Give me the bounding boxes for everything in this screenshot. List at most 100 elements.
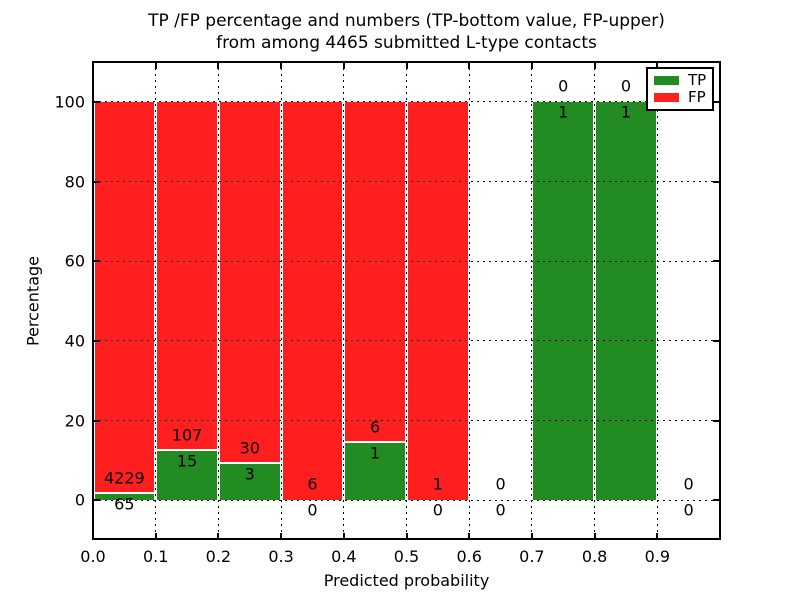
fp-count-label-bin5: 1 — [432, 474, 443, 494]
xtick-top-0 — [92, 63, 94, 69]
ytick-left-40 — [94, 339, 100, 342]
xtick-label-0.6: 0.6 — [456, 547, 482, 566]
tp-count-label-bin9: 0 — [683, 500, 694, 520]
xtick-bottom-1 — [154, 533, 157, 539]
xtick-label-0.4: 0.4 — [331, 547, 357, 566]
tp-count-label-bin2: 3 — [244, 464, 255, 484]
chart-title-line1: TP /FP percentage and numbers (TP-bottom… — [148, 11, 665, 31]
xtick-bottom-2 — [217, 533, 220, 539]
tp-swatch-icon — [654, 75, 679, 85]
tp-bar-bin1 — [157, 451, 217, 501]
fp-count-label-bin7: 0 — [558, 76, 569, 96]
tp-count-label-bin3: 0 — [307, 500, 318, 520]
xtick-bottom-9 — [656, 533, 659, 539]
xtick-bottom-5 — [405, 533, 408, 539]
xtick-label-0.0: 0.0 — [80, 547, 106, 566]
xtick-top-2 — [217, 63, 220, 69]
ytick-left-100 — [94, 100, 100, 103]
fp-swatch-icon — [654, 93, 679, 103]
fp-bar-bin1 — [157, 101, 217, 450]
xtick-label-0.7: 0.7 — [519, 547, 545, 566]
xtick-bottom-3 — [280, 533, 283, 539]
ytick-label-80: 80 — [64, 172, 85, 191]
xtick-bottom-7 — [530, 533, 533, 539]
fp-count-label-bin4: 6 — [370, 417, 381, 437]
ytick-right-60 — [713, 260, 719, 263]
xtick-top-7 — [530, 63, 533, 69]
fp-bar-bin0 — [94, 101, 155, 493]
fp-bar-bin4 — [345, 101, 405, 442]
tp-count-label-bin0: 65 — [114, 494, 135, 514]
xtick-bottom-8 — [593, 533, 596, 539]
fp-count-label-bin2: 30 — [239, 438, 260, 458]
xtick-top-4 — [342, 63, 345, 69]
gridline-x0.5 — [406, 62, 407, 540]
fp-count-label-bin9: 0 — [683, 474, 694, 494]
gridline-x0.1 — [155, 62, 157, 540]
xtick-top-6 — [468, 63, 471, 69]
tp-count-label-bin6: 0 — [495, 500, 506, 520]
chart-title: TP /FP percentage and numbers (TP-bottom… — [93, 10, 720, 54]
ytick-right-80 — [713, 180, 719, 183]
gridline-x0.6 — [468, 62, 470, 540]
tp-count-label-bin4: 1 — [370, 443, 381, 463]
xtick-top-9 — [656, 63, 659, 69]
tp-bar-bin0 — [94, 494, 155, 501]
ytick-left-20 — [94, 419, 100, 422]
gridline-x0.4 — [343, 62, 345, 540]
fp-bar-bin3 — [282, 101, 343, 501]
xtick-label-0.9: 0.9 — [644, 547, 671, 566]
ytick-label-40: 40 — [64, 331, 85, 351]
gridline-x0.8 — [594, 62, 596, 540]
tp-bar-bin4 — [345, 443, 405, 501]
xtick-top-1 — [154, 63, 157, 69]
ytick-left-0 — [94, 499, 100, 502]
xtick-label-0.8: 0.8 — [581, 547, 608, 566]
fp-count-label-bin8: 0 — [620, 76, 632, 96]
ytick-right-20 — [713, 419, 719, 422]
fp-bar-bin5 — [408, 101, 468, 501]
xtick-bottom-4 — [342, 533, 345, 539]
xtick-label-0.2: 0.2 — [205, 547, 232, 566]
fp-bar-bin2 — [219, 101, 280, 462]
xtick-label-0.1: 0.1 — [142, 547, 169, 566]
xtick-label-0.5: 0.5 — [393, 547, 420, 566]
tp-count-label-bin7: 1 — [558, 102, 569, 122]
fp-count-label-bin3: 6 — [307, 474, 318, 494]
ytick-right-100 — [713, 100, 719, 103]
ytick-label-0: 0 — [74, 490, 85, 510]
gridline-x0.2 — [217, 62, 219, 540]
tp-bar-bin8 — [596, 101, 656, 501]
ytick-label-20: 20 — [64, 411, 85, 430]
ytick-label-60: 60 — [64, 251, 85, 271]
legend-row-fp: FP — [648, 90, 712, 105]
xtick-top-3 — [280, 63, 283, 69]
legend-label-fp: FP — [688, 88, 706, 107]
xtick-bottom-6 — [468, 533, 471, 539]
tp-count-label-bin5: 0 — [432, 500, 443, 520]
legend-label-tp: TP — [688, 70, 707, 89]
xtick-top-8 — [593, 63, 596, 69]
xtick-label-0.3: 0.3 — [268, 547, 294, 566]
tp-bar-bin7 — [533, 101, 594, 501]
legend: TP FP — [646, 67, 714, 111]
gridline-x0.9 — [656, 62, 658, 540]
xtick-top-5 — [405, 63, 408, 69]
gridline-x0.3 — [280, 62, 282, 540]
ytick-right-0 — [713, 499, 719, 502]
chart-title-line2: from among 4465 submitted L-type contact… — [216, 33, 597, 53]
gridline-x0.7 — [531, 62, 533, 540]
ytick-left-60 — [94, 260, 100, 263]
xtick-bottom-0 — [92, 533, 94, 539]
tp-count-label-bin8: 1 — [620, 102, 632, 122]
ytick-label-100: 100 — [54, 92, 85, 112]
tp-bar-bin2 — [219, 463, 280, 501]
x-axis-label: Predicted probability — [323, 571, 490, 590]
ytick-left-80 — [94, 180, 100, 183]
tp-count-label-bin1: 15 — [176, 451, 198, 471]
fp-count-label-bin1: 107 — [171, 425, 203, 445]
legend-row-tp: TP — [648, 70, 712, 89]
ytick-right-40 — [713, 339, 719, 342]
fp-count-label-bin6: 0 — [495, 474, 506, 494]
